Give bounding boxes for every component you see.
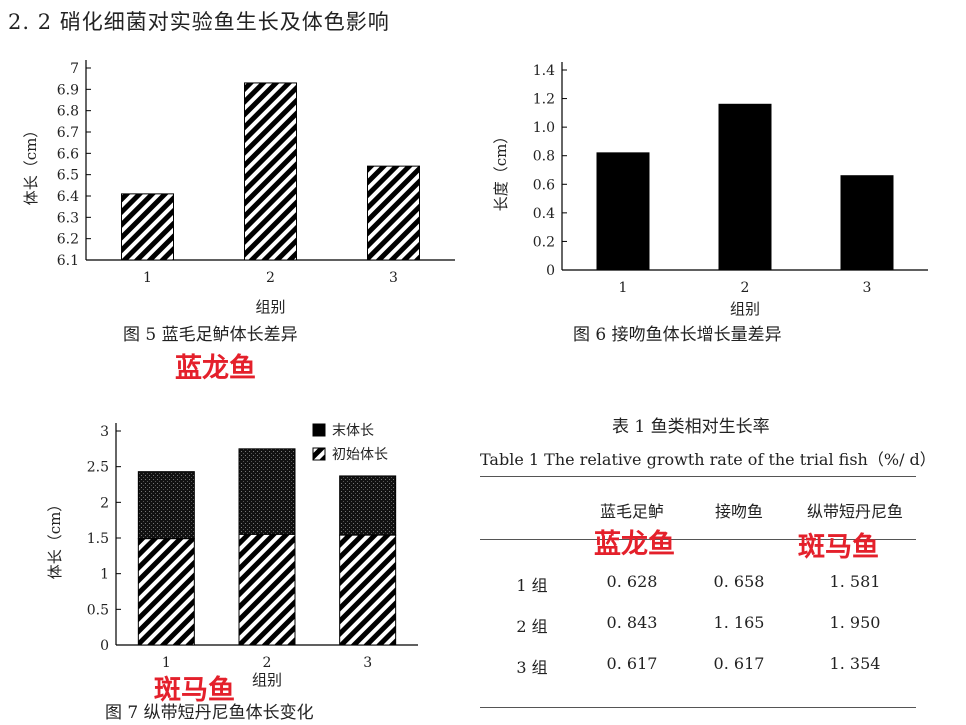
y-tick-label: 6.8 <box>57 104 79 120</box>
y-tick-label: 0.4 <box>533 206 555 222</box>
y-axis-label: 长度（cm） <box>492 129 510 212</box>
y-tick-label: 7 <box>70 61 79 77</box>
bar <box>596 152 650 271</box>
bar-final-length <box>339 475 397 536</box>
y-tick-label: 1.0 <box>533 120 555 136</box>
y-tick-label: 2.5 <box>87 460 109 476</box>
section-title: 2. 2 硝化细菌对实验鱼生长及体色影响 <box>8 10 390 34</box>
bar <box>367 165 420 261</box>
x-tick-label: 2 <box>266 270 275 286</box>
x-tick-label: 1 <box>619 280 628 296</box>
figure5-caption: 图 5 蓝毛足鲈体长差异 <box>123 325 298 345</box>
bar-initial-length <box>238 533 296 646</box>
bar-initial-length <box>339 534 397 646</box>
legend-swatch-initial <box>312 447 326 461</box>
x-tick-label: 1 <box>162 655 171 671</box>
x-tick-label: 2 <box>263 655 272 671</box>
x-tick-label: 3 <box>863 280 872 296</box>
y-tick-label: 6.7 <box>57 125 79 141</box>
y-tick-label: 6.6 <box>57 146 79 162</box>
y-tick-label: 0.8 <box>533 149 555 165</box>
table-cell: 1. 354 <box>829 654 881 673</box>
table-header-col2: 接吻鱼 <box>714 502 763 521</box>
y-tick-label: 6.3 <box>57 210 79 226</box>
bar <box>718 103 772 271</box>
bar-final-length <box>137 471 195 540</box>
bar-final-length <box>238 448 296 535</box>
y-tick-label: 6.1 <box>57 253 79 269</box>
y-tick-label: 0.6 <box>533 177 555 193</box>
y-tick-label: 1.4 <box>533 63 555 79</box>
x-axis-label: 组别 <box>252 671 282 689</box>
x-axis-label: 组别 <box>255 298 285 316</box>
y-tick-label: 0.2 <box>533 234 555 250</box>
table-cell: 0. 628 <box>606 572 658 591</box>
table-annotation-1: 蓝龙鱼 <box>594 529 675 560</box>
y-tick-label: 0.5 <box>87 602 109 618</box>
y-tick-label: 6.9 <box>57 82 79 98</box>
table-bottom-rule <box>480 707 916 708</box>
table-cell: 2 组 <box>516 617 548 636</box>
y-tick-label: 1.5 <box>87 531 109 547</box>
table-header-col1: 蓝毛足鲈 <box>599 502 664 521</box>
x-tick-label: 3 <box>389 270 398 286</box>
legend-label-initial: 初始体长 <box>332 446 388 463</box>
y-tick-label: 2 <box>100 495 109 511</box>
table-cell: 1 组 <box>516 576 548 595</box>
table-cell: 0. 617 <box>713 654 765 673</box>
bar-initial-length <box>137 538 195 646</box>
table-annotation-2: 斑马鱼 <box>798 532 879 563</box>
y-tick-label: 6.5 <box>57 168 79 184</box>
y-tick-label: 6.4 <box>57 189 79 205</box>
x-tick-label: 1 <box>143 270 152 286</box>
bar <box>244 82 297 261</box>
y-tick-label: 1 <box>100 567 109 583</box>
table-cell: 0. 843 <box>606 613 658 632</box>
y-tick-label: 6.2 <box>57 232 79 248</box>
table-cell: 1. 581 <box>829 572 881 591</box>
figure7-caption: 图 7 纵带短丹尼鱼体长变化 <box>105 703 314 723</box>
y-tick-label: 1.2 <box>533 92 555 108</box>
y-tick-label: 3 <box>100 424 109 440</box>
legend-swatch-final <box>312 423 326 437</box>
bar <box>121 193 174 261</box>
y-tick-label: 0 <box>100 638 109 654</box>
table-subtitle: Table 1 The relative growth rate of the … <box>480 450 936 469</box>
bar <box>840 175 894 271</box>
table-top-rule <box>480 476 916 477</box>
figure5-chart: 6.1 6.2 6.3 6.4 6.5 6.6 6.7 6.8 6.9 7 1 2 3 体长（cm） 组别 <box>22 60 455 316</box>
legend-label-final: 末体长 <box>332 423 374 439</box>
x-tick-label: 3 <box>363 655 372 671</box>
figure6-chart: 0 0.2 0.4 0.6 0.8 1.0 1.2 1.4 1 2 3 长度（cm） 组别 <box>492 62 928 318</box>
table-cell: 0. 617 <box>606 654 658 673</box>
table-cell: 1. 165 <box>713 613 765 632</box>
table-cell: 1. 950 <box>829 613 881 632</box>
table-header-col3: 纵带短丹尼鱼 <box>806 502 903 521</box>
figure7-annotation: 斑马鱼 <box>154 675 235 706</box>
y-axis-label: 体长（cm） <box>22 123 40 206</box>
x-axis-label: 组别 <box>730 300 760 318</box>
y-axis-label: 体长（cm） <box>46 497 64 580</box>
x-tick-label: 2 <box>741 280 750 296</box>
table-header-rule <box>480 539 916 540</box>
y-tick-label: 0 <box>546 263 555 279</box>
figure6-caption: 图 6 接吻鱼体长增长量差异 <box>573 325 782 345</box>
table-cell: 0. 658 <box>713 572 765 591</box>
figure5-annotation: 蓝龙鱼 <box>175 353 256 384</box>
table-cell: 3 组 <box>516 658 548 677</box>
table-title: 表 1 鱼类相对生长率 <box>612 417 770 437</box>
